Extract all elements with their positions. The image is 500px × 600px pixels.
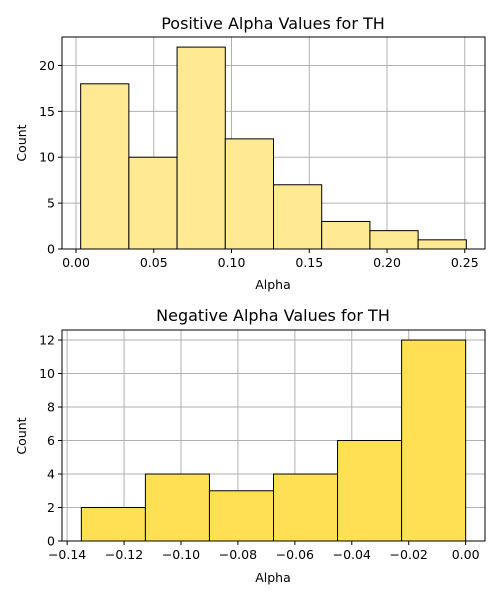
chart-2-title: Negative Alpha Values for TH [156,306,390,325]
chart-1-xtick-label-2: 0.10 [218,255,246,270]
chart-1-xlabel: Alpha [255,277,291,292]
chart-1-xtick-label-1: 0.05 [140,255,168,270]
chart-2-xlabel: Alpha [255,570,291,585]
chart-1-ytick-label-3: 15 [39,104,55,119]
chart-1-bar-3 [224,138,274,250]
chart-2-xtick-label-1: −0.12 [105,547,143,562]
chart-2-xtick-label-5: −0.04 [333,547,371,562]
chart-2-ytick-label-0: 0 [47,534,55,549]
chart-1-ytick-label-4: 20 [39,58,55,73]
chart-2-bar-1 [144,473,210,542]
chart-1-xtick-label-0: 0.00 [62,255,90,270]
chart-2-bar-5 [401,339,467,542]
chart-2-ylabel: Count [14,417,29,454]
chart-2-xtick-label-3: −0.08 [219,547,257,562]
chart-2-ytick-label-3: 6 [47,433,55,448]
chart-1-bar-6 [369,230,419,250]
chart-1-bar-5 [321,220,371,250]
chart-2-frame [61,329,486,542]
chart-1-bar-2 [176,46,226,250]
chart-1-xtick-label-4: 0.20 [373,255,401,270]
chart-1-xtick-label-5: 0.25 [451,255,479,270]
chart-1-ytick-label-0: 0 [47,242,55,257]
negative-alpha-chart: Negative Alpha Values for TH Alpha Count… [14,306,486,585]
chart-2-ytick-label-4: 8 [47,400,55,415]
chart-1-ytick-label-2: 10 [39,150,55,165]
chart-2-ytick-label-5: 10 [39,366,55,381]
chart-2-ytick-label-6: 12 [39,333,55,348]
chart-2-xtick-label-6: −0.02 [390,547,428,562]
chart-1-bar-7 [417,239,467,250]
chart-1-ytick-label-1: 5 [47,196,55,211]
chart-1-title: Positive Alpha Values for TH [161,14,385,33]
chart-2-ytick-label-1: 2 [47,500,55,515]
chart-2-bar-0 [80,507,146,542]
chart-2-xtick-label-2: −0.10 [162,547,200,562]
chart-2-xtick-label-0: −0.14 [48,547,86,562]
chart-2-xtick-label-7: 0.00 [452,547,480,562]
chart-1-bar-4 [273,184,323,250]
chart-2-bar-4 [337,440,403,542]
chart-2-ytick-label-2: 4 [47,467,55,482]
chart-1-frame [61,36,486,250]
chart-1-bar-1 [128,156,178,250]
chart-2-xtick-label-4: −0.06 [276,547,314,562]
chart-1-ylabel: Count [14,124,29,161]
chart-1-xtick-label-3: 0.15 [295,255,323,270]
positive-alpha-chart: Positive Alpha Values for TH Alpha Count… [14,14,486,292]
chart-2-bar-3 [273,473,339,542]
chart-1-bar-0 [80,83,130,250]
chart-2-bar-2 [208,490,275,542]
